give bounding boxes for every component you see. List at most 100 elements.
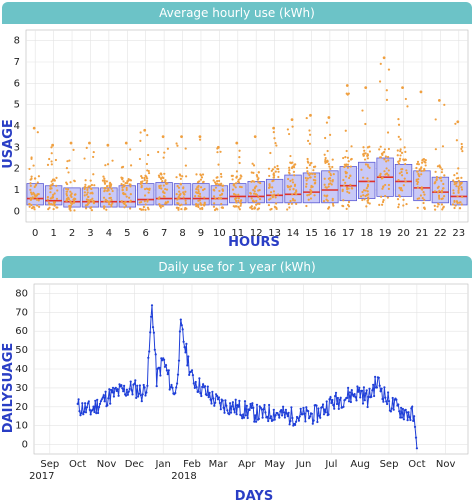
observation-13 — [271, 180, 274, 183]
observation-5 — [128, 200, 132, 203]
daily-usage-point — [284, 408, 287, 411]
observation-5 — [121, 189, 124, 192]
daily-usage-point — [413, 425, 417, 428]
observation-2 — [69, 209, 72, 212]
observation-2 — [73, 209, 76, 212]
observation-18 — [368, 150, 372, 153]
observation-9 — [196, 186, 199, 189]
observation-23 — [460, 145, 464, 148]
observation-21 — [420, 169, 423, 173]
daily-usage-point — [390, 407, 393, 410]
observation-23 — [455, 181, 458, 184]
daily-usage-point — [245, 404, 248, 407]
daily-usage-point — [121, 387, 124, 390]
daily-usage-point — [134, 379, 137, 382]
observation-4 — [103, 200, 106, 203]
observation-2 — [70, 195, 73, 199]
observation-5 — [128, 196, 131, 199]
observation-6 — [146, 179, 149, 182]
observation-14 — [292, 170, 296, 173]
observation-12 — [258, 202, 261, 205]
daily-usage-point — [379, 390, 382, 393]
observation-6 — [139, 139, 142, 142]
observation-19 — [381, 176, 384, 179]
daily-usage-point — [167, 369, 170, 372]
max-observation-17 — [345, 84, 349, 87]
observation-20 — [399, 149, 402, 153]
observation-5 — [125, 195, 128, 198]
observation-14 — [291, 193, 294, 196]
daily-usage-point — [159, 374, 162, 377]
observation-10 — [220, 175, 223, 178]
observation-23 — [453, 199, 456, 203]
max-observation-22 — [437, 99, 441, 102]
observation-19 — [387, 68, 391, 71]
observation-3 — [85, 198, 89, 201]
observation-8 — [179, 192, 182, 195]
observation-11 — [240, 175, 243, 178]
observation-14 — [288, 168, 291, 172]
observation-10 — [221, 188, 224, 192]
observation-1 — [54, 158, 58, 162]
max-observation-1 — [51, 143, 55, 147]
y-tick-label: 5 — [14, 100, 20, 111]
observation-12 — [252, 192, 256, 195]
observation-9 — [203, 187, 206, 191]
observation-22 — [441, 187, 445, 190]
observation-20 — [399, 148, 402, 151]
observation-4 — [107, 187, 110, 191]
max-observation-7 — [161, 135, 165, 139]
observation-15 — [304, 176, 307, 180]
observation-3 — [86, 186, 89, 189]
daily-usage-point — [77, 398, 80, 401]
observation-20 — [396, 198, 400, 201]
observation-15 — [309, 191, 313, 194]
observation-13 — [267, 167, 271, 170]
y-tick-label: 70 — [15, 307, 28, 318]
observation-7 — [166, 147, 169, 150]
observation-21 — [422, 201, 425, 205]
observation-2 — [72, 201, 75, 204]
daily-usage-point — [136, 384, 139, 387]
observation-17 — [346, 190, 349, 193]
observation-23 — [454, 204, 457, 207]
x-tick-label: 2 — [69, 228, 75, 239]
daily-usage-point — [100, 398, 103, 401]
daily-usage-point — [359, 396, 362, 399]
daily-usage-point — [128, 387, 131, 390]
observation-10 — [213, 189, 216, 192]
observation-0 — [36, 193, 39, 196]
observation-6 — [144, 208, 147, 211]
observation-22 — [440, 203, 444, 206]
observation-15 — [305, 204, 308, 208]
observation-12 — [256, 202, 259, 205]
observation-22 — [434, 148, 437, 151]
daily-usage-point — [254, 414, 257, 417]
daily-usage-point — [164, 364, 168, 367]
observation-17 — [342, 199, 345, 202]
observation-3 — [83, 186, 86, 189]
daily-usage-point — [198, 377, 201, 380]
observation-3 — [85, 146, 88, 149]
observation-11 — [238, 201, 242, 204]
observation-20 — [397, 123, 401, 126]
observation-9 — [201, 207, 204, 211]
daily-usage-point — [413, 415, 416, 418]
observation-5 — [122, 192, 125, 195]
observation-17 — [344, 181, 347, 184]
observation-4 — [107, 203, 111, 206]
y-tick-label: 4 — [14, 121, 20, 132]
observation-23 — [457, 179, 460, 182]
observation-0 — [29, 184, 32, 187]
observation-16 — [325, 195, 328, 198]
observation-11 — [234, 199, 238, 202]
max-observation-14 — [290, 118, 294, 121]
observation-15 — [305, 116, 308, 120]
observation-7 — [165, 182, 168, 186]
observation-20 — [405, 169, 408, 172]
observation-18 — [359, 195, 363, 198]
observation-9 — [194, 195, 197, 198]
daily-usage-point — [184, 351, 187, 354]
observation-17 — [350, 145, 353, 148]
daily-usage-point — [307, 410, 310, 413]
